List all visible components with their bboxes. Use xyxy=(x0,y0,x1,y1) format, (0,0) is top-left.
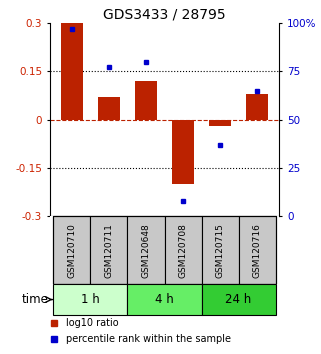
Text: GSM120711: GSM120711 xyxy=(104,223,114,278)
Bar xyxy=(54,216,91,284)
Bar xyxy=(127,216,165,284)
Text: GSM120716: GSM120716 xyxy=(253,223,262,278)
Bar xyxy=(127,284,202,315)
Text: 24 h: 24 h xyxy=(225,293,252,306)
Bar xyxy=(202,284,275,315)
Text: GSM120715: GSM120715 xyxy=(215,223,225,278)
Bar xyxy=(98,97,120,120)
Text: 1 h: 1 h xyxy=(81,293,100,306)
Text: GSM120708: GSM120708 xyxy=(178,223,187,278)
Bar xyxy=(91,216,127,284)
Bar xyxy=(202,216,239,284)
Bar xyxy=(165,216,202,284)
Bar xyxy=(172,120,194,184)
Bar xyxy=(54,284,127,315)
Text: time: time xyxy=(22,293,49,306)
Text: percentile rank within the sample: percentile rank within the sample xyxy=(66,334,231,344)
Title: GDS3433 / 28795: GDS3433 / 28795 xyxy=(103,8,226,22)
Text: log10 ratio: log10 ratio xyxy=(66,318,118,328)
Text: GSM120648: GSM120648 xyxy=(142,223,151,278)
Bar xyxy=(209,120,231,126)
Bar xyxy=(239,216,275,284)
Text: GSM120710: GSM120710 xyxy=(67,223,76,278)
Bar xyxy=(61,23,83,120)
Bar xyxy=(246,94,268,120)
Text: 4 h: 4 h xyxy=(155,293,174,306)
Bar xyxy=(135,81,157,120)
